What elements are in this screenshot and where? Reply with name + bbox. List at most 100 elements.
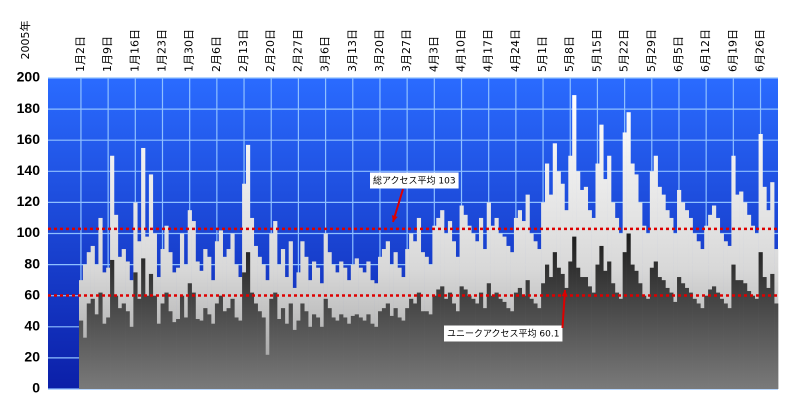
x-tick-label: 1月23日	[155, 29, 168, 72]
x-tick-label: 3月13日	[346, 29, 359, 72]
bar	[510, 311, 515, 389]
bar	[638, 283, 643, 389]
bar	[374, 326, 379, 389]
bar	[106, 317, 111, 389]
x-tick-label: 5月8日	[563, 36, 576, 72]
x-tick-label: 6月5日	[672, 36, 685, 72]
bar	[746, 291, 752, 389]
x-tick-label: 2月6日	[210, 36, 223, 72]
bar	[265, 354, 270, 389]
bar	[277, 319, 282, 389]
bar	[117, 308, 123, 389]
reference-label-box	[370, 172, 459, 189]
x-tick-label: 2月27日	[291, 29, 304, 72]
bar	[238, 320, 243, 389]
bar	[665, 287, 670, 389]
bar	[420, 311, 425, 389]
bar	[711, 286, 717, 389]
bar	[187, 283, 192, 389]
bar	[86, 303, 91, 389]
bar	[766, 287, 771, 389]
bar	[90, 298, 95, 389]
bar	[350, 315, 356, 389]
bar	[475, 303, 480, 389]
bar	[498, 298, 503, 389]
x-tick-label: 6月12日	[699, 29, 712, 72]
bar	[300, 303, 305, 389]
bar	[750, 295, 755, 389]
bar	[506, 308, 511, 389]
bar	[645, 298, 651, 389]
reference-label: ユニークアクセス平均 60.1	[447, 328, 559, 340]
bar	[253, 303, 258, 389]
bar	[195, 319, 200, 389]
bar	[552, 252, 557, 389]
bar	[137, 298, 142, 389]
bar	[269, 298, 274, 389]
bar	[568, 261, 573, 389]
bar	[121, 303, 126, 389]
bar	[257, 311, 262, 389]
x-tick-label: 4月10日	[455, 29, 468, 72]
bar	[622, 252, 627, 389]
bar	[145, 295, 150, 389]
bar	[428, 314, 433, 389]
bar	[436, 289, 441, 389]
bar	[727, 308, 732, 389]
bar	[649, 267, 655, 389]
bar	[467, 295, 472, 389]
y-tick-label: 100	[17, 224, 41, 240]
bar	[323, 298, 328, 389]
y-tick-label: 120	[17, 193, 41, 209]
bar	[125, 311, 130, 389]
bar	[110, 259, 115, 389]
bar	[704, 295, 709, 389]
bar	[432, 295, 437, 389]
bar	[230, 298, 235, 389]
bar	[304, 311, 309, 389]
x-tick-label: 5月29日	[645, 29, 658, 72]
bar	[607, 261, 612, 389]
bar	[735, 280, 740, 389]
bar	[762, 277, 767, 389]
bar	[618, 298, 623, 389]
bar	[280, 308, 286, 389]
bar	[451, 303, 456, 389]
y-tick-label: 60	[24, 286, 40, 302]
x-tick-label: 4月3日	[427, 36, 440, 72]
bar	[234, 317, 239, 389]
bar	[203, 308, 208, 389]
bar	[731, 264, 736, 389]
bar	[296, 320, 301, 389]
bar	[692, 298, 697, 389]
bar	[393, 308, 398, 389]
bar	[308, 326, 313, 389]
bar	[284, 323, 289, 389]
bar	[723, 303, 728, 389]
x-tick-label: 1月30日	[183, 29, 196, 72]
bar	[754, 298, 759, 389]
bar	[537, 308, 542, 389]
bar	[455, 311, 460, 389]
reference-label-box	[444, 325, 563, 342]
bar	[249, 292, 255, 389]
bar	[471, 298, 476, 389]
bar	[444, 298, 449, 389]
reference-arrow	[561, 289, 566, 329]
x-tick-label: 3月27日	[400, 29, 413, 72]
reference-arrowhead	[391, 215, 398, 222]
bar	[412, 303, 418, 389]
x-tick-label: 1月16日	[128, 29, 141, 72]
bar	[381, 308, 387, 389]
bar	[315, 317, 321, 389]
bar	[688, 292, 693, 389]
bar	[529, 298, 534, 389]
bar	[611, 283, 616, 389]
bar	[273, 292, 278, 389]
x-tick-label: 4月17日	[482, 29, 495, 72]
x-tick-label: 3月20日	[373, 29, 386, 72]
bar	[583, 277, 589, 389]
bar	[677, 277, 682, 389]
y-tick-label: 0	[32, 380, 40, 396]
